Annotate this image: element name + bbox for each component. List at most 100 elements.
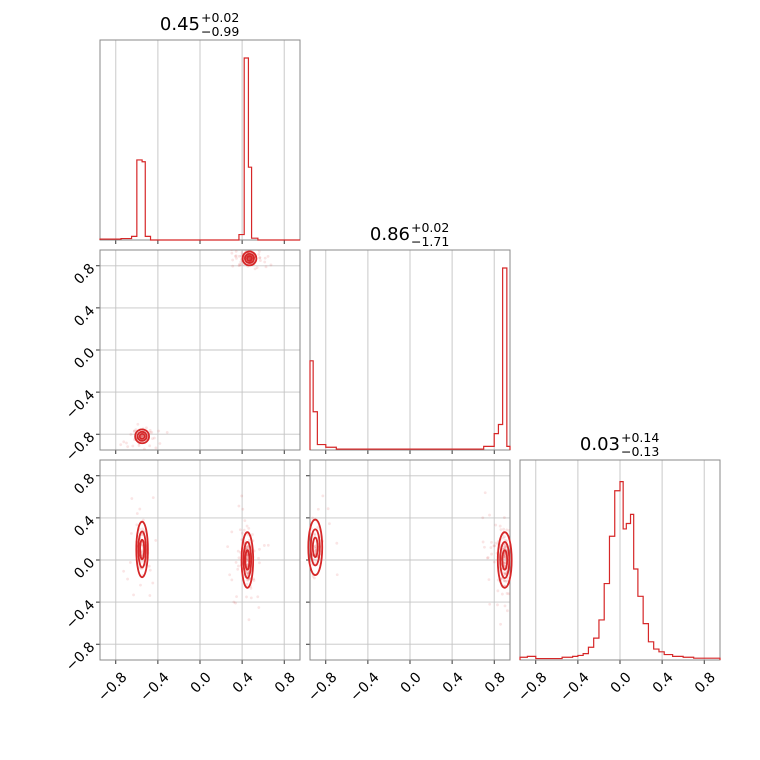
scatter-point <box>240 251 244 254</box>
scatter-point <box>245 545 248 549</box>
scatter-point <box>326 507 330 511</box>
scatter-point <box>257 250 261 253</box>
x-tick-label: 0.0 <box>608 669 635 696</box>
scatter-point <box>290 554 293 557</box>
scatter-point <box>237 504 241 508</box>
scatter-point <box>230 251 234 255</box>
scatter-point <box>314 547 317 551</box>
density-contour <box>244 253 255 264</box>
scatter-point <box>258 547 261 551</box>
scatter-point <box>494 523 498 527</box>
scatter-point <box>262 544 266 547</box>
scatter-point <box>507 592 510 596</box>
scatter-point <box>321 494 325 498</box>
density-contour <box>138 432 146 440</box>
scatter-point <box>136 422 140 426</box>
scatter-point <box>246 571 250 574</box>
scatter-point <box>246 578 250 582</box>
scatter-point <box>148 568 152 572</box>
scatter-point <box>251 533 254 536</box>
scatter-point <box>499 528 503 532</box>
scatter-point <box>256 595 260 599</box>
scatter-point <box>263 256 267 260</box>
scatter-point <box>240 531 244 535</box>
scatter-point <box>503 535 506 539</box>
y-tick-label: 0.8 <box>71 471 98 498</box>
density-contour <box>135 520 149 579</box>
scatter-point <box>230 578 234 582</box>
title-value: 0.86 <box>370 224 410 245</box>
y-tick-label: 0.8 <box>71 261 98 288</box>
scatter-point <box>305 569 308 572</box>
scatter-point <box>502 527 506 531</box>
scatter-point <box>494 541 498 545</box>
scatter-point <box>233 254 237 258</box>
scatter-point <box>122 569 126 573</box>
scatter-points <box>119 246 273 450</box>
scatter-point <box>503 558 507 562</box>
scatter-point <box>488 513 491 517</box>
scatter-point <box>314 546 318 550</box>
density-contour <box>242 541 253 579</box>
scatter-point <box>135 523 139 527</box>
scatter-point <box>498 524 502 528</box>
scatter-panel-0-2 <box>96 459 301 664</box>
scatter-point <box>311 516 315 520</box>
title-param-1: 0.86 +0.02 −1.71 <box>370 220 449 249</box>
scatter-point <box>314 545 318 549</box>
scatter-point <box>137 444 141 448</box>
scatter-point <box>238 262 241 266</box>
density-contour <box>246 255 253 262</box>
scatter-point <box>232 246 235 249</box>
scatter-point <box>134 428 138 432</box>
scatter-point <box>236 567 240 571</box>
scatter-point <box>130 497 134 500</box>
scatter-point <box>506 609 509 613</box>
scatter-point <box>147 564 151 568</box>
scatter-point <box>489 546 493 549</box>
scatter-point <box>490 540 493 544</box>
scatter-point <box>141 518 145 522</box>
scatter-point <box>264 265 268 269</box>
scatter-point <box>515 606 518 609</box>
scatter-point <box>483 491 487 495</box>
scatter-point <box>252 577 256 581</box>
x-tick-label: 0.8 <box>482 669 509 696</box>
scatter-point <box>252 250 255 251</box>
scatter-point <box>245 559 249 562</box>
title-param-2: 0.03 +0.14 −0.13 <box>580 430 659 459</box>
scatter-point <box>157 429 161 433</box>
panel-frame <box>519 459 721 661</box>
density-contour <box>241 250 258 267</box>
scatter-point <box>131 444 135 448</box>
scatter-point <box>504 545 508 549</box>
scatter-point <box>502 573 506 576</box>
histogram-step-line <box>309 267 511 450</box>
scatter-point <box>237 264 241 267</box>
scatter-point <box>305 560 308 563</box>
scatter-point <box>140 533 144 537</box>
scatter-point <box>125 441 128 445</box>
scatter-point <box>522 570 525 573</box>
scatter-point <box>132 429 136 433</box>
x-tick-label: 0.4 <box>440 669 467 696</box>
density-contour <box>307 518 324 577</box>
scatter-point <box>269 263 273 267</box>
scatter-point <box>150 431 154 434</box>
y-tick-label: −0.4 <box>63 597 98 632</box>
histogram-panel-1 <box>309 249 511 454</box>
scatter-point <box>487 578 491 582</box>
scatter-point <box>235 595 238 599</box>
y-tick-label: −0.4 <box>63 387 98 422</box>
scatter-point <box>314 549 317 553</box>
scatter-point <box>267 246 270 249</box>
panel-frame <box>99 459 301 661</box>
density-contour <box>139 538 146 561</box>
scatter-point <box>246 545 250 549</box>
scatter-point <box>258 256 262 260</box>
scatter-point <box>303 542 306 545</box>
scatter-point <box>488 602 492 606</box>
scatter-point <box>236 549 240 553</box>
scatter-point <box>141 527 144 531</box>
scatter-point <box>263 260 267 264</box>
